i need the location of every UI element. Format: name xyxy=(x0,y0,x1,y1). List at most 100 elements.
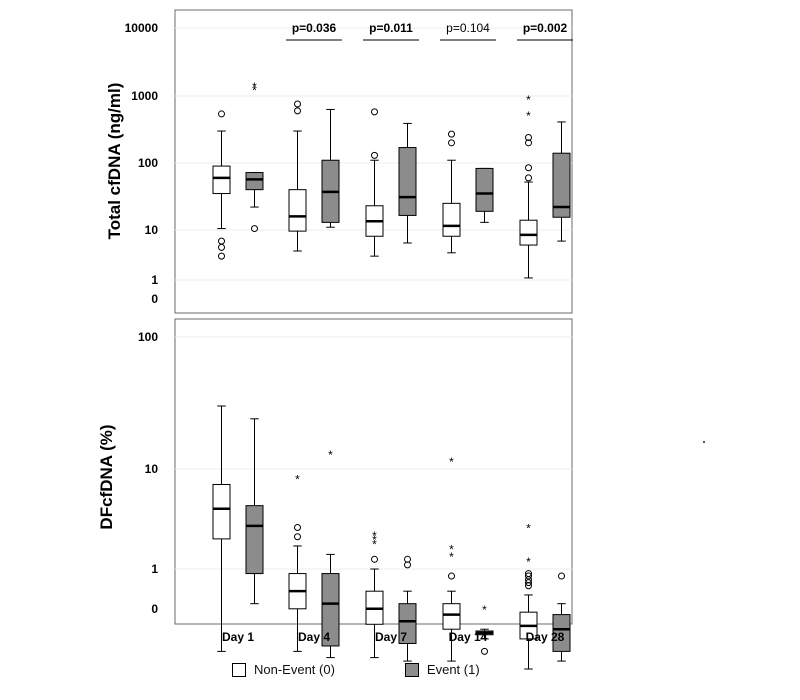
box-non-event: * xyxy=(288,473,307,652)
plot-frame xyxy=(174,9,573,314)
extreme-point: * xyxy=(372,533,377,547)
extreme-point: * xyxy=(252,80,257,94)
outlier-point xyxy=(371,108,378,116)
outlier-point xyxy=(371,555,378,563)
legend-item-event: Event (1) xyxy=(404,662,480,677)
x-tick-label: Day 14 xyxy=(449,630,488,644)
extreme-point: * xyxy=(252,83,257,97)
outlier-point xyxy=(448,130,455,138)
box-event xyxy=(552,121,571,242)
outlier-point xyxy=(371,151,378,159)
extreme-point: * xyxy=(526,109,531,123)
box-event: * xyxy=(321,448,340,659)
y-axis-label: Total cfDNA (ng/ml) xyxy=(105,83,124,240)
outlier-point xyxy=(218,243,225,251)
y-tick-label: 0 xyxy=(151,292,158,306)
y-tick-label: 100 xyxy=(138,330,158,344)
outlier-point xyxy=(251,225,258,233)
y-tick-label: 0 xyxy=(151,602,158,616)
extreme-point: * xyxy=(449,550,454,564)
x-tick-label: Day 7 xyxy=(375,630,407,644)
box-iqr xyxy=(212,165,231,195)
x-tick-label: Day 1 xyxy=(222,630,254,644)
outlier-point xyxy=(481,647,488,655)
box-event xyxy=(398,122,417,244)
box-iqr xyxy=(552,152,571,218)
y-tick-label: 1 xyxy=(151,562,158,576)
y-tick-label: 1000 xyxy=(131,89,158,103)
stray-dot xyxy=(703,441,705,443)
legend-swatch-non-event xyxy=(232,662,246,677)
legend-label-event: Event (1) xyxy=(426,662,480,677)
box-iqr xyxy=(442,202,461,237)
x-tick-label: Day 4 xyxy=(298,630,330,644)
box-event xyxy=(321,108,340,228)
y-tick-label: 100 xyxy=(138,156,158,170)
outlier-point xyxy=(525,174,532,182)
outlier-point xyxy=(525,164,532,172)
outlier-point xyxy=(525,134,532,142)
extreme-point: * xyxy=(526,555,531,569)
outlier-point xyxy=(448,139,455,147)
y-axis-label: DFcfDNA (%) xyxy=(97,424,116,529)
plot-frame xyxy=(174,318,573,625)
x-tick-label: Day 28 xyxy=(526,630,565,644)
y-tick-label: 10 xyxy=(145,223,159,237)
box-event xyxy=(245,418,264,605)
legend: Non-Event (0) Event (1) xyxy=(232,662,480,677)
legend-label-non-event: Non-Event (0) xyxy=(254,662,335,677)
box-iqr xyxy=(442,603,461,630)
box-event: ** xyxy=(245,80,264,233)
extreme-point: * xyxy=(295,473,300,487)
box-iqr xyxy=(245,505,264,575)
box-non-event xyxy=(365,108,384,257)
extreme-point: * xyxy=(328,448,333,462)
box-non-event xyxy=(212,110,231,260)
y-tick-label: 1 xyxy=(151,273,158,287)
p-value-label: p=0.002 xyxy=(523,21,568,35)
box-non-event: ** xyxy=(519,522,538,670)
outlier-point xyxy=(404,561,411,569)
box-non-event xyxy=(212,405,231,652)
box-non-event: *** xyxy=(365,529,384,659)
outlier-point xyxy=(525,139,532,147)
outlier-point xyxy=(218,110,225,118)
legend-item-non-event: Non-Event (0) xyxy=(232,662,335,677)
p-value-label: p=0.011 xyxy=(369,21,413,35)
box-iqr xyxy=(552,614,571,652)
outlier-point xyxy=(525,579,532,587)
outlier-point xyxy=(218,252,225,260)
extreme-point: * xyxy=(372,529,377,543)
outlier-point xyxy=(525,572,532,580)
box-event xyxy=(552,572,571,662)
extreme-point: * xyxy=(526,522,531,536)
box-non-event xyxy=(288,100,307,334)
outlier-point xyxy=(558,572,565,580)
extreme-point: * xyxy=(449,543,454,557)
box-iqr xyxy=(519,219,538,246)
extreme-point: * xyxy=(526,93,531,107)
outlier-point xyxy=(294,533,301,541)
box-iqr xyxy=(321,573,340,647)
box-non-event xyxy=(442,130,461,254)
box-non-event: *** xyxy=(442,455,461,662)
box-non-event: ** xyxy=(519,93,538,279)
box-event xyxy=(475,167,494,223)
outlier-point xyxy=(294,107,301,115)
box-iqr xyxy=(398,147,417,216)
box-iqr xyxy=(398,603,417,644)
outlier-point xyxy=(294,524,301,532)
outlier-point xyxy=(448,572,455,580)
extreme-point: * xyxy=(449,455,454,469)
extreme-point: * xyxy=(482,603,487,617)
legend-swatch-event xyxy=(404,662,419,677)
outlier-point xyxy=(525,570,532,578)
box-event: * xyxy=(475,603,494,655)
p-value-label: p=0.104 xyxy=(446,21,490,35)
box-event xyxy=(398,555,417,662)
y-tick-label: 10 xyxy=(145,462,159,476)
box-iqr xyxy=(288,189,307,232)
